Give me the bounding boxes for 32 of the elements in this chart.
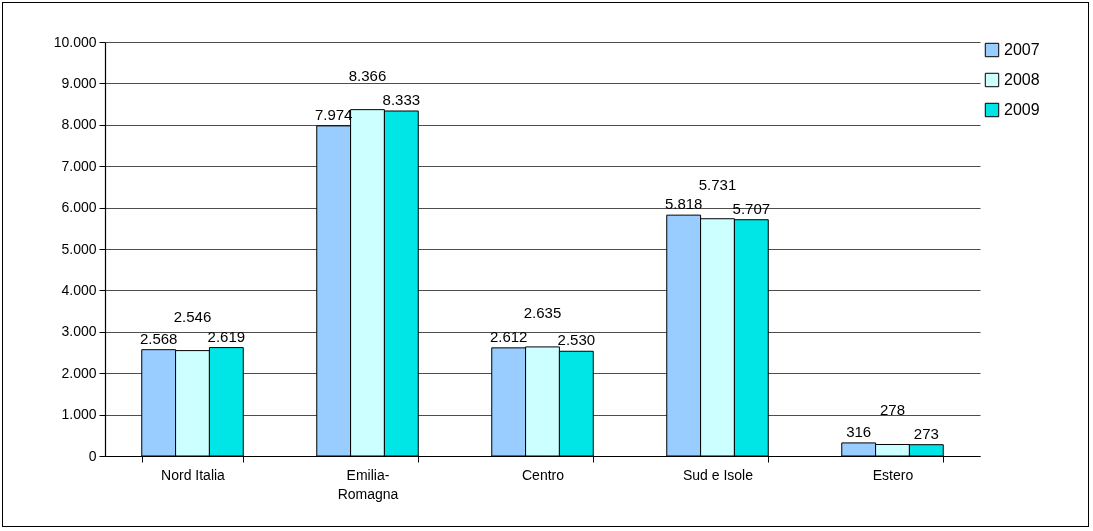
x-tick-label: Nord Italia xyxy=(161,466,226,483)
data-label: 5.818 xyxy=(664,195,703,213)
y-tick-label: 2.000 xyxy=(61,364,97,381)
y-tick-label: 8.000 xyxy=(61,116,97,133)
legend-label: 2009 xyxy=(1004,101,1040,118)
data-label: 316 xyxy=(846,422,872,440)
y-tick-label: 3.000 xyxy=(61,323,97,340)
data-label: 8.366 xyxy=(348,66,387,84)
data-label: 2.619 xyxy=(207,327,246,345)
x-tick-label: Emilia-Romagna xyxy=(337,466,399,502)
data-label: 8.333 xyxy=(382,91,421,109)
data-label: 5.731 xyxy=(698,175,737,193)
y-tick-label: 5.000 xyxy=(61,240,97,257)
legend-label: 2007 xyxy=(1004,41,1040,58)
y-tick-label: 1.000 xyxy=(61,406,97,423)
x-tick-label: Sud e Isole xyxy=(682,466,754,483)
x-tick-label: Centro xyxy=(521,466,565,483)
data-label: 2.568 xyxy=(139,329,178,347)
data-label: 2.635 xyxy=(523,303,562,321)
y-tick-label: 7.000 xyxy=(61,157,97,174)
data-label: 278 xyxy=(879,401,906,419)
y-tick-label: 9.000 xyxy=(61,74,97,91)
data-label: 273 xyxy=(913,424,939,442)
y-tick-label: 6.000 xyxy=(61,199,97,216)
y-tick-label: 0 xyxy=(88,447,97,464)
data-label: 2.546 xyxy=(173,307,212,325)
data-label: 2.612 xyxy=(489,327,528,345)
legend-label: 2008 xyxy=(1004,71,1040,88)
x-tick-label: Estero xyxy=(872,466,914,483)
y-tick-label: 10.000 xyxy=(53,33,97,50)
y-tick-label: 4.000 xyxy=(61,281,97,298)
data-label: 2.530 xyxy=(557,331,596,349)
